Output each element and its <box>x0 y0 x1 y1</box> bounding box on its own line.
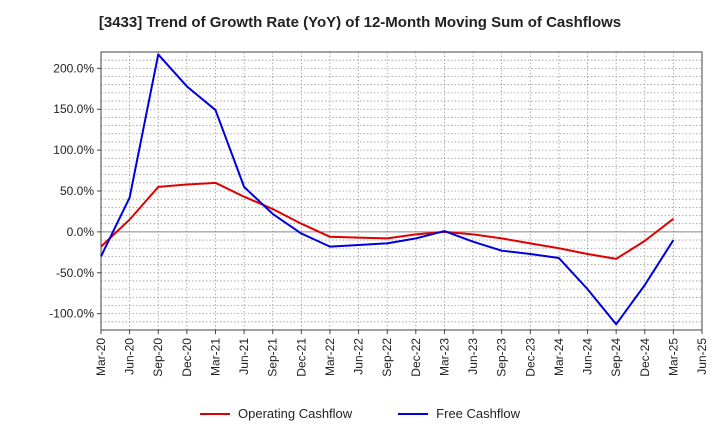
x-tick-label: Dec-23 <box>523 338 537 377</box>
legend-item-free: Free Cashflow <box>398 406 520 421</box>
x-tick-label: Dec-21 <box>294 338 308 377</box>
plot-frame <box>100 51 703 331</box>
x-tick-label: Sep-23 <box>495 338 509 377</box>
chart-title: [3433] Trend of Growth Rate (YoY) of 12-… <box>98 14 622 31</box>
x-tick-label: Sep-21 <box>266 338 280 377</box>
legend-item-operating: Operating Cashflow <box>200 406 352 421</box>
x-tick-label: Mar-22 <box>323 338 337 376</box>
y-tick-label: 100.0% <box>53 143 94 157</box>
x-tick-label: Jun-24 <box>581 338 595 375</box>
legend-swatch-operating <box>200 412 230 415</box>
x-tick-label: Mar-24 <box>552 338 566 376</box>
x-tick-label: Mar-25 <box>666 338 680 376</box>
x-tick-label: Dec-20 <box>180 338 194 377</box>
x-tick-label: Dec-22 <box>409 338 423 377</box>
x-tick-label: Jun-21 <box>237 338 251 375</box>
legend-label-free: Free Cashflow <box>436 406 520 421</box>
x-tick-label: Mar-20 <box>94 338 108 376</box>
x-tick-label: Sep-24 <box>609 338 623 377</box>
y-tick-label: -50.0% <box>56 266 94 280</box>
y-tick-label: 150.0% <box>53 102 94 116</box>
legend: Operating Cashflow Free Cashflow <box>0 406 720 421</box>
x-tick-label: Dec-24 <box>638 338 652 377</box>
x-tick-label: Sep-20 <box>151 338 165 377</box>
x-tick-label: Sep-22 <box>380 338 394 377</box>
x-tick-label: Jun-25 <box>695 338 709 375</box>
x-tick-label: Mar-21 <box>208 338 222 376</box>
y-tick-label: 200.0% <box>53 61 94 75</box>
x-tick-label: Mar-23 <box>437 338 451 376</box>
legend-label-operating: Operating Cashflow <box>238 406 353 421</box>
legend-swatch-free <box>398 412 429 415</box>
x-tick-label: Jun-23 <box>466 338 480 375</box>
x-tick-label: Jun-22 <box>352 338 366 375</box>
y-tick-label: -100.0% <box>49 307 94 321</box>
x-tick-label: Jun-20 <box>123 338 137 375</box>
y-tick-label: 50.0% <box>60 184 94 198</box>
y-tick-label: 0.0% <box>67 225 95 239</box>
